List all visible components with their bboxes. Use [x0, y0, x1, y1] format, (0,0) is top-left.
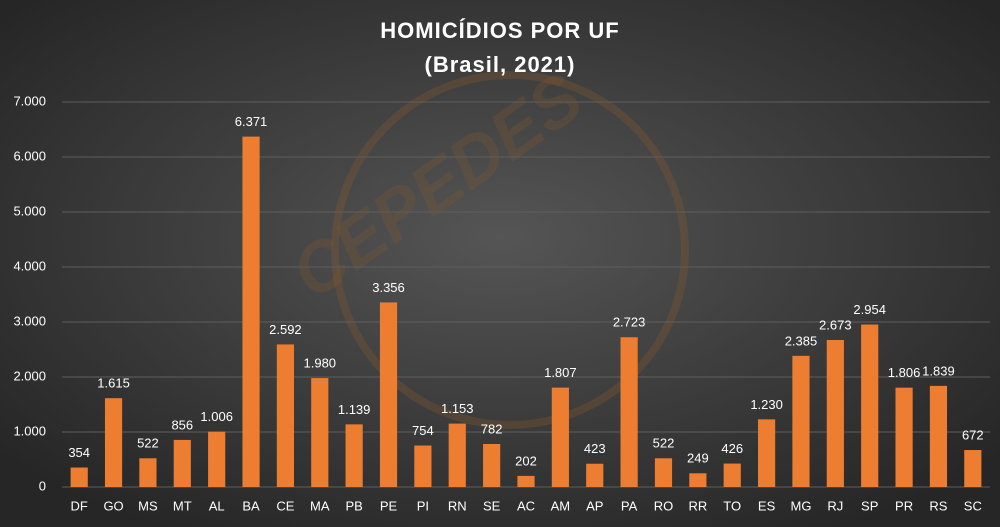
value-label: 423 — [584, 441, 606, 456]
x-tick-label: PR — [895, 498, 913, 513]
bar — [517, 475, 535, 487]
value-label: 522 — [137, 436, 159, 451]
bar — [723, 463, 741, 487]
watermark-ring — [331, 71, 689, 429]
value-label: 782 — [481, 421, 503, 436]
value-label: 1.807 — [544, 365, 577, 380]
x-tick-label: SC — [964, 498, 982, 513]
x-tick-label: PB — [345, 498, 362, 513]
value-label: 672 — [962, 427, 984, 442]
chart-title: HOMICÍDIOS POR UF — [380, 18, 619, 43]
value-label: 2.954 — [853, 302, 886, 317]
y-tick-label: 3.000 — [13, 313, 46, 328]
x-tick-label: AL — [209, 498, 225, 513]
value-label: 522 — [653, 436, 675, 451]
x-tick-label: SP — [861, 498, 878, 513]
value-label: 2.673 — [819, 317, 852, 332]
x-tick-label: PE — [380, 498, 398, 513]
x-tick-label: RS — [929, 498, 947, 513]
x-tick-label: AP — [586, 498, 603, 513]
value-label: 1.806 — [888, 365, 921, 380]
x-tick-label: RJ — [827, 498, 843, 513]
y-tick-label: 4.000 — [13, 258, 46, 273]
value-label: 249 — [687, 451, 709, 466]
bar — [551, 387, 569, 487]
bar — [448, 423, 466, 487]
x-tick-label: PA — [621, 498, 638, 513]
x-tick-label: AC — [517, 498, 535, 513]
x-tick-label: DF — [71, 498, 88, 513]
bar — [895, 387, 913, 487]
value-label: 354 — [68, 445, 90, 460]
value-label: 1.980 — [304, 356, 337, 371]
x-tick-label: RO — [654, 498, 674, 513]
bar — [104, 398, 123, 487]
x-tick-label: MT — [173, 498, 192, 513]
x-tick-label: CE — [276, 498, 294, 513]
bar — [861, 324, 879, 487]
value-label: 1.230 — [750, 397, 783, 412]
bar — [345, 424, 363, 487]
bar — [173, 439, 191, 487]
value-label: 202 — [515, 453, 537, 468]
x-tick-label: RR — [688, 498, 707, 513]
x-tick-label: MA — [310, 498, 330, 513]
x-tick-label: AM — [551, 498, 571, 513]
y-tick-label: 5.000 — [13, 203, 46, 218]
bar — [483, 443, 501, 487]
x-tick-label: GO — [103, 498, 123, 513]
bar — [586, 463, 604, 487]
x-tick-label: ES — [758, 498, 776, 513]
chart-subtitle: (Brasil, 2021) — [425, 52, 576, 77]
bar — [826, 339, 844, 487]
x-tick-label: RN — [448, 498, 467, 513]
value-label: 1.006 — [200, 409, 233, 424]
value-label: 6.371 — [235, 114, 268, 129]
x-tick-label: BA — [242, 498, 260, 513]
value-label: 426 — [721, 441, 743, 456]
value-label: 2.385 — [785, 333, 818, 348]
bar — [70, 467, 88, 487]
value-label: 2.592 — [269, 322, 302, 337]
y-tick-label: 6.000 — [13, 148, 46, 163]
bar — [276, 344, 294, 487]
x-tick-label: MS — [138, 498, 158, 513]
bar — [139, 458, 157, 487]
value-label: 2.723 — [613, 315, 646, 330]
bar — [379, 302, 398, 487]
x-tick-label: TO — [723, 498, 741, 513]
value-label: 754 — [412, 423, 434, 438]
value-label: 1.839 — [922, 363, 955, 378]
y-tick-label: 1.000 — [13, 423, 46, 438]
bar — [929, 385, 948, 487]
x-tick-label: SE — [483, 498, 501, 513]
bar — [758, 419, 776, 487]
bar — [311, 378, 329, 487]
bar — [654, 458, 673, 487]
bar — [964, 450, 982, 487]
value-label: 1.139 — [338, 402, 371, 417]
value-label: 856 — [171, 417, 193, 432]
value-label: 1.615 — [97, 376, 130, 391]
y-tick-label: 7.000 — [13, 93, 46, 108]
value-label: 3.356 — [372, 280, 405, 295]
bar — [208, 431, 226, 487]
y-tick-label: 2.000 — [13, 368, 46, 383]
y-tick-label: 0 — [39, 478, 46, 493]
bar — [689, 473, 707, 487]
x-tick-label: MG — [790, 498, 811, 513]
bar — [242, 136, 260, 487]
x-tick-label: PI — [417, 498, 429, 513]
value-label: 1.153 — [441, 401, 474, 416]
bar — [792, 355, 810, 487]
bar — [414, 445, 432, 487]
bar — [620, 337, 638, 487]
